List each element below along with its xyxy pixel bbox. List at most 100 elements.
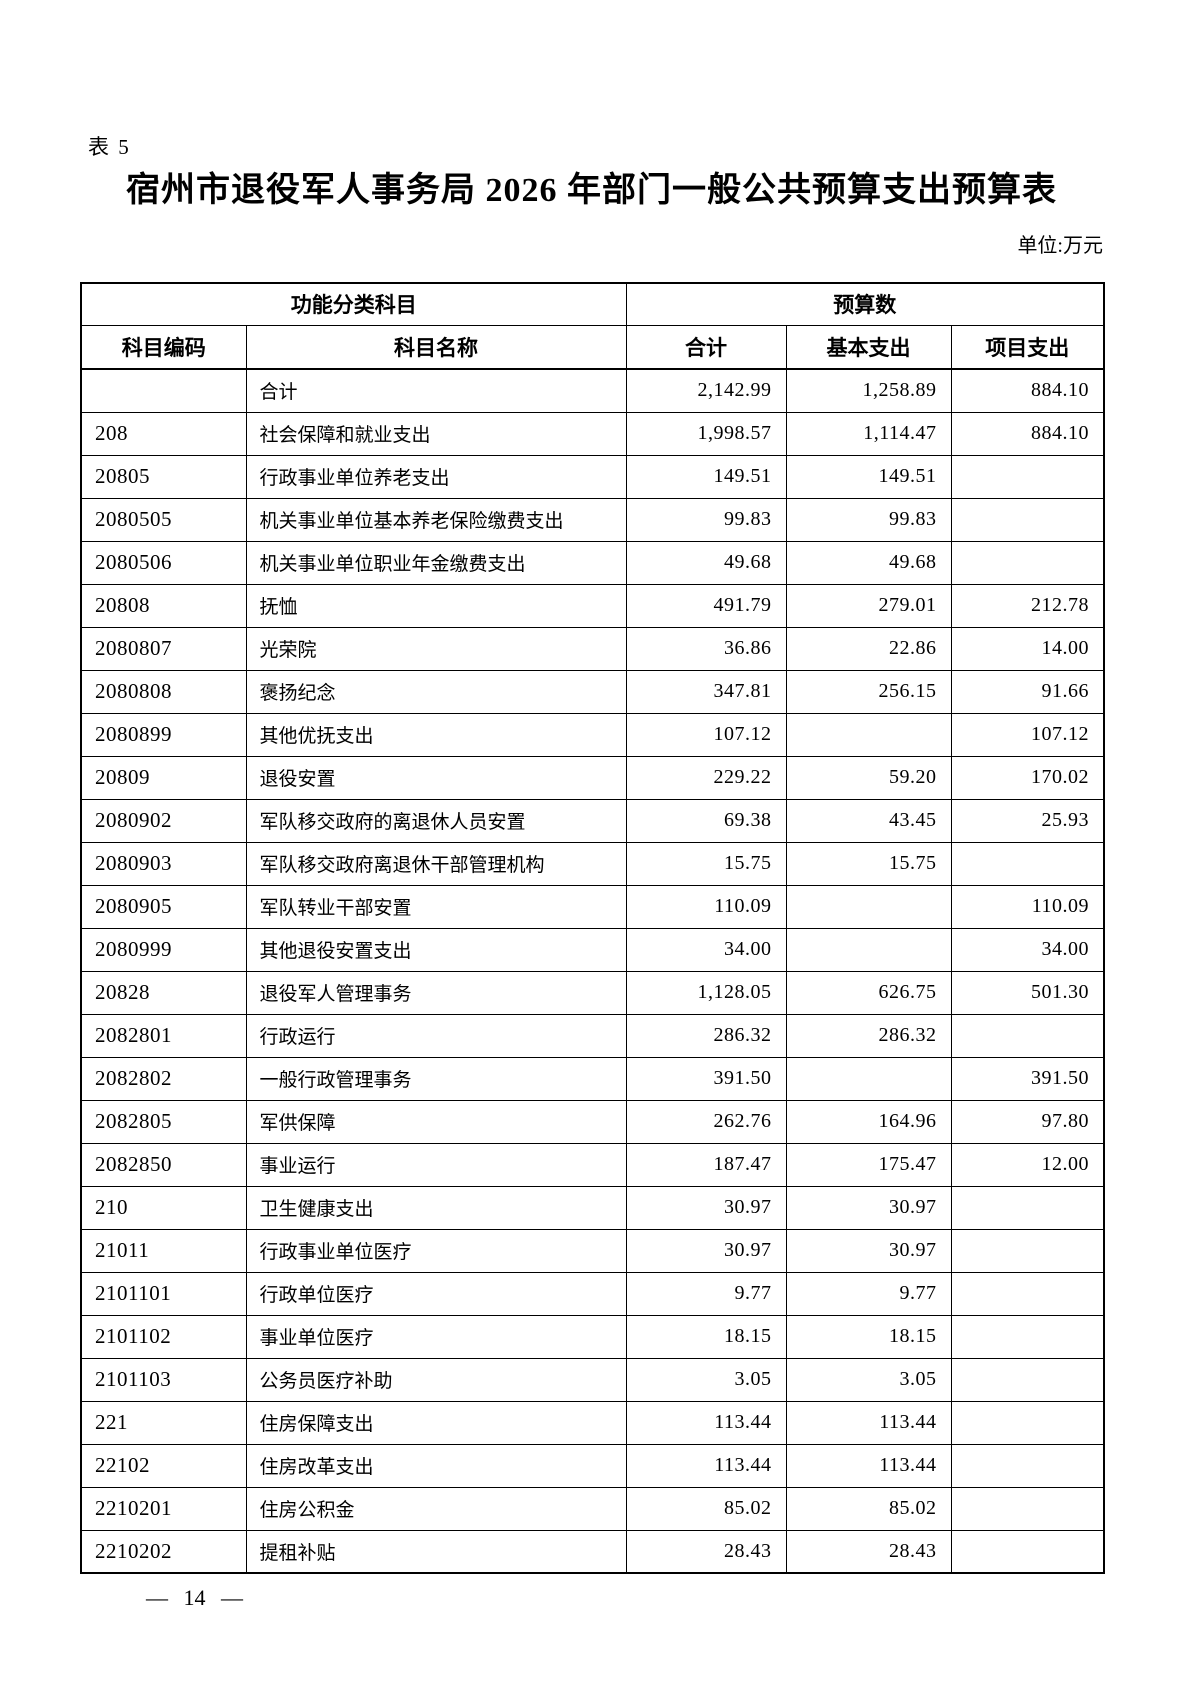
table-row: 20809 退役安置 229.22 59.20 170.02 [80, 755, 1105, 800]
table-header: 功能分类科目 预算数 科目编码 科目名称 合计 基本支出 项目支出 [80, 282, 1105, 370]
cell-basic-expense: 113.44 [785, 1443, 952, 1488]
cell-subject-code: 20809 [80, 755, 247, 800]
cell-subject-code: 20828 [80, 970, 247, 1015]
cell-basic-expense: 43.45 [785, 798, 952, 843]
table-sheet-label: 表 5 [88, 135, 131, 159]
cell-subject-code: 20805 [80, 454, 247, 499]
table-row: 2101103 公务员医疗补助 3.05 3.05 [80, 1357, 1105, 1402]
cell-basic-expense: 99.83 [785, 497, 952, 542]
header-col-basic: 基本支出 [785, 324, 952, 370]
cell-project-expense: 12.00 [950, 1142, 1105, 1187]
cell-total: 110.09 [625, 884, 787, 929]
cell-subject-code: 221 [80, 1400, 247, 1445]
cell-total: 391.50 [625, 1056, 787, 1101]
cell-subject-name: 住房公积金 [245, 1486, 627, 1531]
cell-subject-name: 军队移交政府的离退休人员安置 [245, 798, 627, 843]
cell-subject-code [80, 368, 247, 413]
cell-subject-code: 20808 [80, 583, 247, 628]
cell-project-expense [950, 1443, 1105, 1488]
cell-project-expense: 391.50 [950, 1056, 1105, 1101]
cell-basic-expense: 113.44 [785, 1400, 952, 1445]
cell-subject-name: 褒扬纪念 [245, 669, 627, 714]
cell-subject-name: 住房改革支出 [245, 1443, 627, 1488]
cell-total: 1,128.05 [625, 970, 787, 1015]
cell-total: 18.15 [625, 1314, 787, 1359]
cell-project-expense: 14.00 [950, 626, 1105, 671]
table-row: 合计 2,142.99 1,258.89 884.10 [80, 368, 1105, 413]
cell-subject-name: 社会保障和就业支出 [245, 411, 627, 456]
table-body: 合计 2,142.99 1,258.89 884.10 208 社会保障和就业支出 1,99… [80, 368, 1105, 1574]
cell-basic-expense: 59.20 [785, 755, 952, 800]
cell-basic-expense: 175.47 [785, 1142, 952, 1187]
cell-project-expense [950, 1271, 1105, 1316]
cell-subject-code: 2080505 [80, 497, 247, 542]
cell-total: 15.75 [625, 841, 787, 886]
cell-subject-name: 行政运行 [245, 1013, 627, 1058]
cell-project-expense: 884.10 [950, 368, 1105, 413]
cell-project-expense [950, 1185, 1105, 1230]
cell-basic-expense [785, 927, 952, 972]
cell-total: 30.97 [625, 1228, 787, 1273]
cell-subject-code: 2082805 [80, 1099, 247, 1144]
cell-project-expense: 34.00 [950, 927, 1105, 972]
cell-total: 187.47 [625, 1142, 787, 1187]
table-row: 20805 行政事业单位养老支出 149.51 149.51 [80, 454, 1105, 499]
cell-subject-name: 机关事业单位基本养老保险缴费支出 [245, 497, 627, 542]
cell-project-expense [950, 1228, 1105, 1273]
cell-project-expense: 501.30 [950, 970, 1105, 1015]
page-title: 宿州市退役军人事务局 2026 年部门一般公共预算支出预算表 [126, 172, 1057, 209]
cell-project-expense: 107.12 [950, 712, 1105, 757]
cell-subject-name: 事业运行 [245, 1142, 627, 1187]
cell-project-expense [950, 1400, 1105, 1445]
cell-basic-expense: 22.86 [785, 626, 952, 671]
header-col-code: 科目编码 [80, 324, 247, 370]
cell-subject-code: 2080999 [80, 927, 247, 972]
cell-subject-name: 住房保障支出 [245, 1400, 627, 1445]
cell-subject-code: 2101103 [80, 1357, 247, 1402]
cell-basic-expense: 256.15 [785, 669, 952, 714]
cell-total: 113.44 [625, 1443, 787, 1488]
table-row: 2080902 军队移交政府的离退休人员安置 69.38 43.45 25.93 [80, 798, 1105, 843]
cell-project-expense: 212.78 [950, 583, 1105, 628]
cell-total: 36.86 [625, 626, 787, 671]
cell-basic-expense: 3.05 [785, 1357, 952, 1402]
cell-total: 85.02 [625, 1486, 787, 1531]
header-col-total: 合计 [625, 324, 787, 370]
cell-subject-name: 军供保障 [245, 1099, 627, 1144]
cell-subject-code: 22102 [80, 1443, 247, 1488]
table-row: 2082850 事业运行 187.47 175.47 12.00 [80, 1142, 1105, 1187]
header-function-category-group: 功能分类科目 [80, 282, 627, 326]
cell-total: 9.77 [625, 1271, 787, 1316]
cell-project-expense [950, 1314, 1105, 1359]
cell-subject-name: 提租补贴 [245, 1529, 627, 1574]
table-row: 22102 住房改革支出 113.44 113.44 [80, 1443, 1105, 1488]
cell-basic-expense: 28.43 [785, 1529, 952, 1574]
cell-total: 3.05 [625, 1357, 787, 1402]
cell-subject-code: 210 [80, 1185, 247, 1230]
cell-subject-code: 2082850 [80, 1142, 247, 1187]
cell-project-expense: 884.10 [950, 411, 1105, 456]
cell-subject-code: 2082802 [80, 1056, 247, 1101]
table-row: 2080905 军队转业干部安置 110.09 110.09 [80, 884, 1105, 929]
cell-subject-code: 2101101 [80, 1271, 247, 1316]
cell-project-expense [950, 1357, 1105, 1402]
table-row: 2210201 住房公积金 85.02 85.02 [80, 1486, 1105, 1531]
table-row: 20828 退役军人管理事务 1,128.05 626.75 501.30 [80, 970, 1105, 1015]
cell-subject-code: 2080905 [80, 884, 247, 929]
cell-subject-name: 公务员医疗补助 [245, 1357, 627, 1402]
table-row: 2210202 提租补贴 28.43 28.43 [80, 1529, 1105, 1574]
cell-total: 99.83 [625, 497, 787, 542]
table-row: 208 社会保障和就业支出 1,998.57 1,114.47 884.10 [80, 411, 1105, 456]
cell-subject-name: 抚恤 [245, 583, 627, 628]
header-budget-amount-group: 预算数 [625, 282, 1105, 326]
cell-basic-expense: 30.97 [785, 1185, 952, 1230]
cell-subject-code: 2210201 [80, 1486, 247, 1531]
cell-project-expense [950, 1529, 1105, 1574]
cell-subject-name: 退役军人管理事务 [245, 970, 627, 1015]
cell-total: 1,998.57 [625, 411, 787, 456]
table-row: 2080999 其他退役安置支出 34.00 34.00 [80, 927, 1105, 972]
cell-project-expense [950, 454, 1105, 499]
table-row: 2082802 一般行政管理事务 391.50 391.50 [80, 1056, 1105, 1101]
cell-basic-expense [785, 1056, 952, 1101]
cell-project-expense [950, 1486, 1105, 1531]
